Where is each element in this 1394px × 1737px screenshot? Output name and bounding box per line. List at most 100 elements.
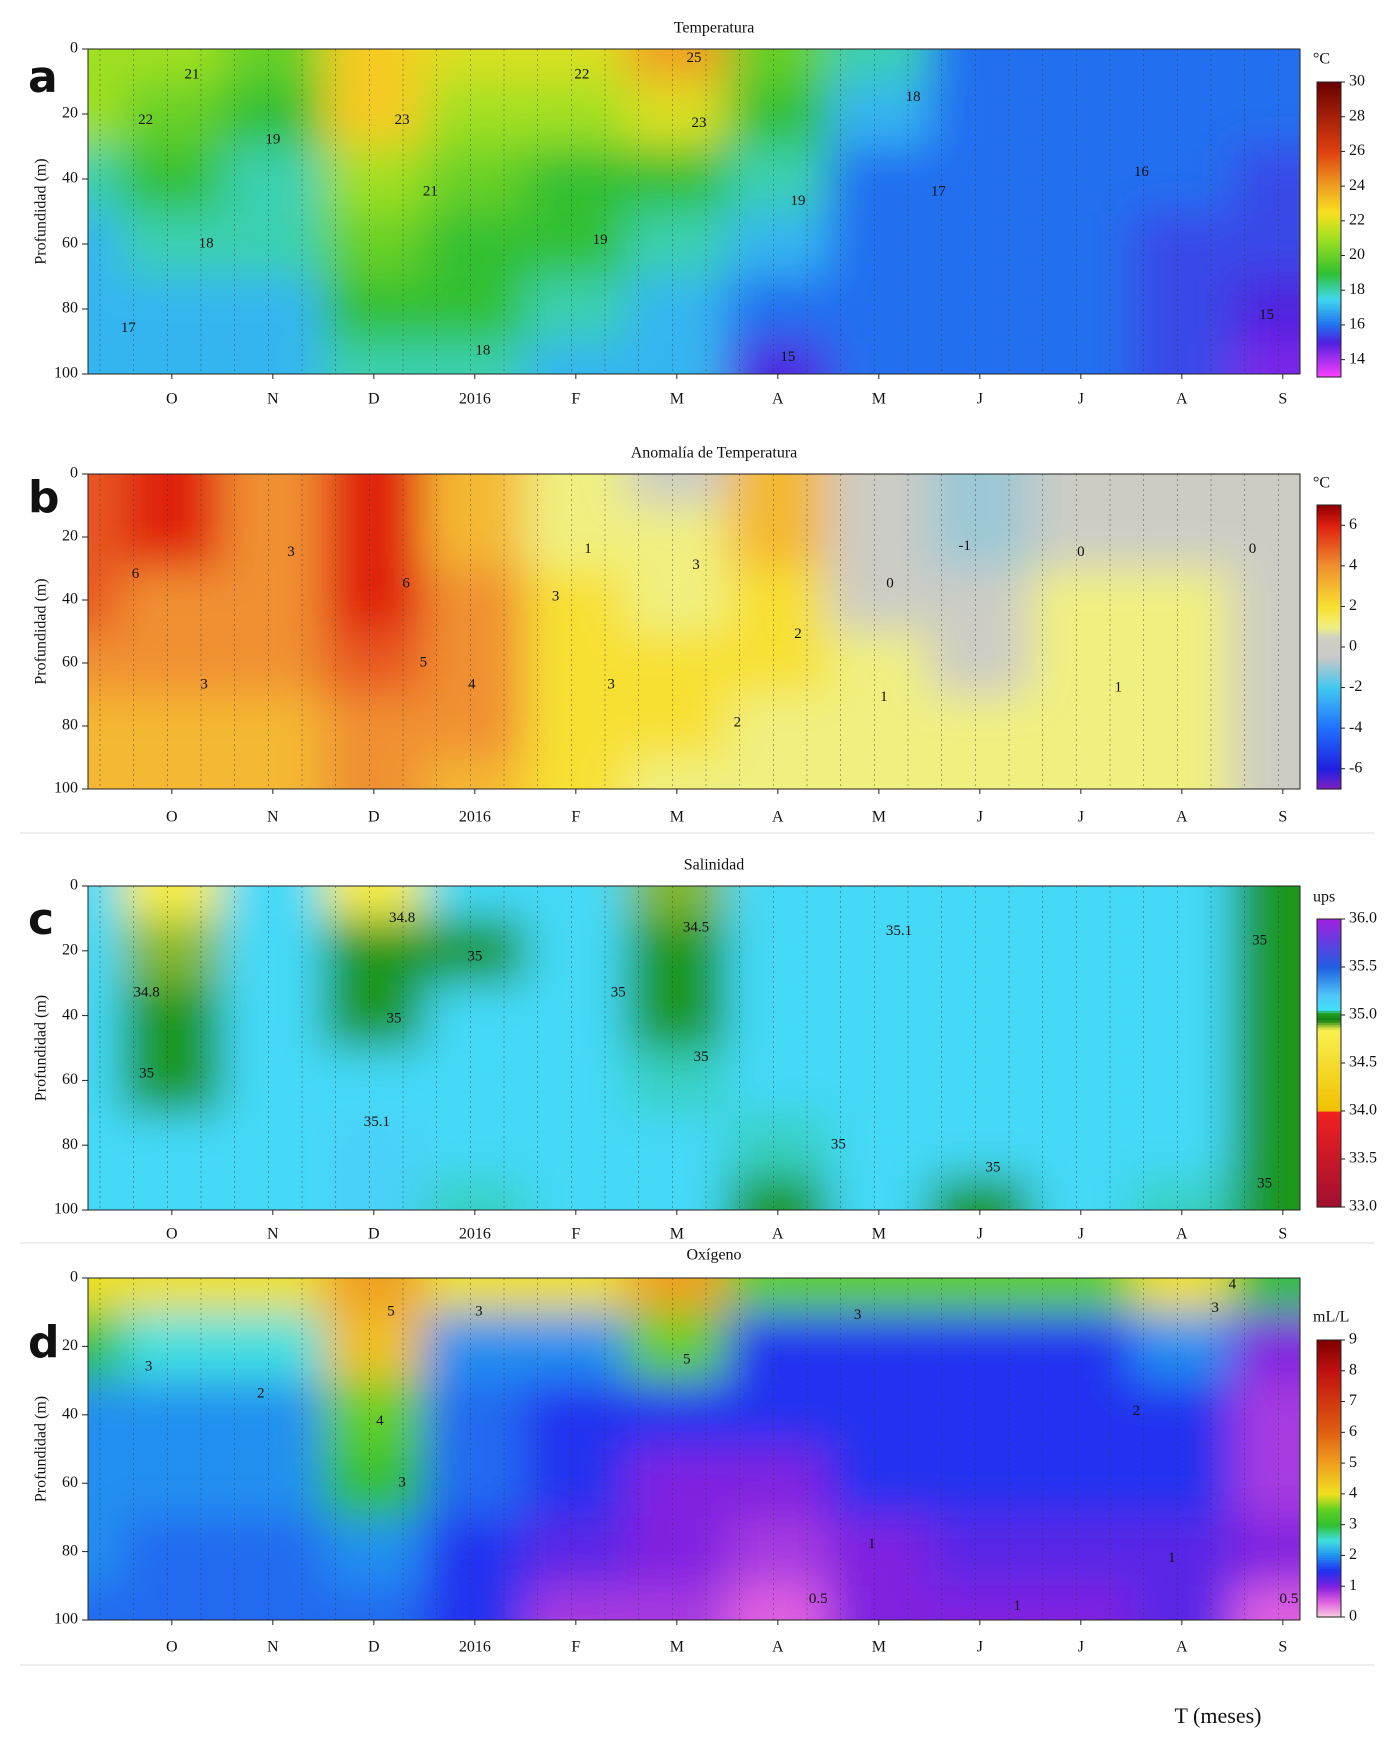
colorbar-step bbox=[1317, 616, 1341, 620]
colorbar-step bbox=[1317, 310, 1341, 314]
colorbar-step bbox=[1317, 1559, 1341, 1563]
plot-frame bbox=[87, 48, 1301, 375]
field-cell bbox=[626, 631, 729, 696]
field-cell bbox=[727, 694, 830, 759]
field-cell bbox=[1131, 1517, 1234, 1587]
field-cell bbox=[424, 474, 527, 507]
x-tick-label: A bbox=[1176, 809, 1188, 826]
colorbar-step bbox=[1317, 923, 1341, 927]
contour-label: 35 bbox=[985, 1159, 1000, 1175]
colorbar-step bbox=[1317, 86, 1341, 90]
x-tick-label: M bbox=[872, 391, 886, 408]
x-tick-label: J bbox=[977, 1639, 983, 1656]
colorbar-step bbox=[1317, 111, 1341, 115]
x-tick-label: J bbox=[1078, 1226, 1084, 1243]
field-cell bbox=[424, 146, 527, 213]
field-cell bbox=[222, 276, 325, 343]
field-cell bbox=[929, 81, 1032, 148]
colorbar-step bbox=[1317, 1154, 1341, 1158]
colorbar-step bbox=[1317, 1573, 1341, 1577]
x-tick-label: A bbox=[1176, 1639, 1188, 1656]
field-cell bbox=[626, 886, 729, 920]
colorbar-step bbox=[1317, 1043, 1341, 1047]
colorbar-step bbox=[1317, 195, 1341, 199]
field-cell bbox=[828, 757, 931, 789]
x-tick-label: M bbox=[872, 809, 886, 826]
field-cell bbox=[424, 1278, 527, 1314]
colorbar-step bbox=[1317, 741, 1341, 745]
field-cell bbox=[424, 1449, 527, 1519]
field-cell bbox=[121, 81, 224, 148]
field-cell bbox=[1131, 276, 1234, 343]
field-cell bbox=[525, 341, 628, 374]
colorbar-step bbox=[1317, 1409, 1341, 1413]
field-cell bbox=[1232, 1278, 1300, 1314]
field-cell bbox=[828, 146, 931, 213]
contour-label: 35 bbox=[387, 1010, 402, 1026]
field-cell bbox=[1232, 276, 1300, 343]
field-cell bbox=[727, 757, 830, 789]
field-cell bbox=[626, 276, 729, 343]
colorbar-step bbox=[1317, 691, 1341, 695]
colorbar-step bbox=[1317, 1003, 1341, 1006]
colorbar-step bbox=[1317, 1598, 1341, 1602]
field-cell bbox=[121, 341, 224, 374]
colorbar-step bbox=[1317, 781, 1341, 785]
colorbar-step bbox=[1317, 1360, 1341, 1364]
colorbar-step bbox=[1317, 1404, 1341, 1408]
colorbar-step bbox=[1317, 209, 1341, 213]
field-cell bbox=[1232, 1112, 1300, 1179]
field-cell bbox=[828, 694, 931, 759]
colorbar-step bbox=[1317, 1096, 1341, 1100]
contour-label: 3 bbox=[287, 544, 295, 560]
field-cell bbox=[525, 146, 628, 213]
colorbar-step bbox=[1317, 708, 1341, 712]
colorbar-step bbox=[1317, 168, 1341, 172]
colorbar-step bbox=[1317, 1577, 1341, 1581]
contour-label: 6 bbox=[402, 576, 410, 592]
colorbar-step bbox=[1317, 236, 1341, 240]
field-cell bbox=[1131, 757, 1234, 789]
field-cell bbox=[424, 211, 527, 278]
colorbar-step bbox=[1317, 1520, 1341, 1523]
colorbar-step bbox=[1317, 505, 1341, 508]
colorbar-step bbox=[1317, 748, 1341, 752]
contour-label: 21 bbox=[185, 66, 200, 82]
colorbar-step bbox=[1317, 673, 1341, 676]
contour-label: 3 bbox=[200, 676, 208, 692]
colorbar-step bbox=[1317, 519, 1341, 523]
field-cell bbox=[1232, 631, 1300, 696]
colorbar-step bbox=[1317, 1427, 1341, 1431]
field-cell bbox=[727, 474, 830, 507]
colorbar-step bbox=[1317, 202, 1341, 206]
field-cell bbox=[222, 983, 325, 1049]
colorbar-step bbox=[1317, 1149, 1341, 1153]
field-cell bbox=[88, 276, 123, 343]
colorbar-tick-label: 8 bbox=[1349, 1361, 1357, 1378]
colorbar-step bbox=[1317, 561, 1341, 565]
field-cell bbox=[929, 474, 1032, 507]
colorbar-step bbox=[1317, 935, 1341, 939]
colorbar-unit: °C bbox=[1313, 475, 1330, 492]
field-cell bbox=[121, 211, 224, 278]
x-tick-label: F bbox=[571, 809, 580, 826]
y-tick-label: 100 bbox=[54, 1201, 78, 1218]
y-tick-label: 0 bbox=[70, 1269, 78, 1286]
field-cell bbox=[626, 1048, 729, 1114]
colorbar-unit: ups bbox=[1313, 889, 1335, 906]
colorbar-step bbox=[1317, 531, 1341, 534]
colorbar-step bbox=[1317, 1494, 1341, 1498]
colorbar-step bbox=[1317, 1413, 1341, 1417]
colorbar-step bbox=[1317, 1115, 1341, 1119]
colorbar-step bbox=[1317, 736, 1341, 740]
field-cell bbox=[626, 983, 729, 1049]
field-cell bbox=[121, 1380, 224, 1450]
y-tick-label: 0 bbox=[70, 465, 78, 482]
field-cell bbox=[88, 81, 123, 148]
colorbar-step bbox=[1317, 1510, 1341, 1514]
field-cell bbox=[121, 631, 224, 696]
colorbar-step bbox=[1317, 967, 1341, 970]
colorbar-step bbox=[1317, 767, 1341, 771]
colorbar-step bbox=[1317, 1190, 1341, 1194]
field-cell bbox=[222, 1312, 325, 1382]
